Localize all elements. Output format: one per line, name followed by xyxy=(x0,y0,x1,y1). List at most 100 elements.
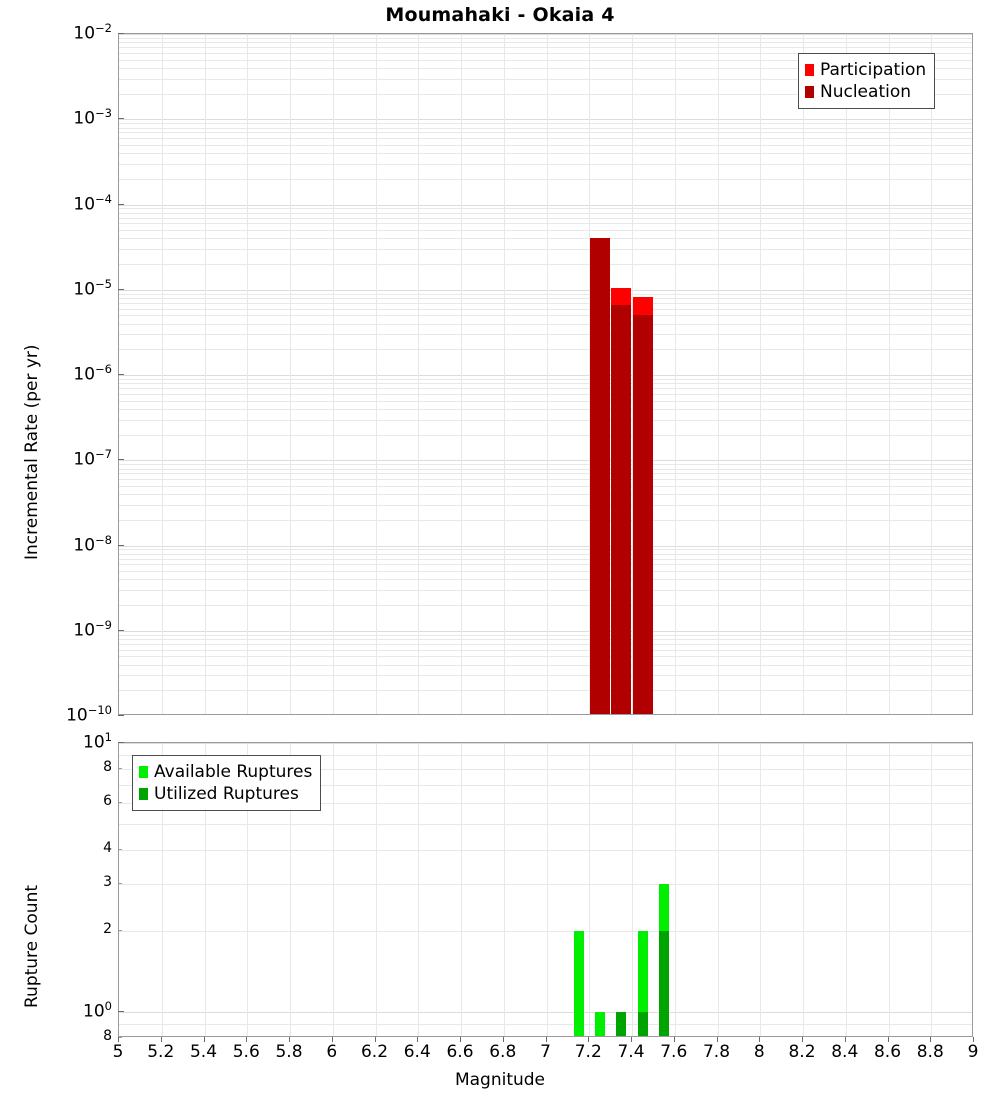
y-tick-mark xyxy=(118,801,122,803)
x-tick-label: 8.2 xyxy=(788,1042,816,1062)
legend-label: Utilized Ruptures xyxy=(154,783,299,804)
gridline-minor xyxy=(119,217,972,219)
gridline-minor xyxy=(119,264,972,266)
gridline-vertical xyxy=(247,34,249,714)
top-plot-gridlines xyxy=(119,34,972,714)
x-tick-label: 7.4 xyxy=(617,1042,645,1062)
gridline-vertical xyxy=(717,743,719,1036)
x-tick-mark xyxy=(588,1037,590,1042)
gridline-vertical xyxy=(375,743,377,1036)
y-tick-mark xyxy=(118,849,122,851)
gridline-minor xyxy=(119,308,972,310)
legend-label: Nucleation xyxy=(820,81,912,102)
gridline-major xyxy=(119,34,972,35)
gridline-minor xyxy=(119,230,972,232)
x-tick-label: 8.4 xyxy=(831,1042,859,1062)
legend-swatch-icon xyxy=(139,766,148,778)
x-tick-mark xyxy=(716,1037,718,1042)
gridline-minor xyxy=(119,802,972,804)
gridline-vertical xyxy=(717,34,719,714)
gridline-minor xyxy=(119,784,972,786)
gridline-minor xyxy=(119,208,972,210)
gridline-vertical xyxy=(290,34,291,714)
x-tick-mark xyxy=(545,1037,547,1042)
gridline-minor xyxy=(119,571,972,573)
x-tick-label: 6.6 xyxy=(446,1042,474,1062)
x-tick-mark xyxy=(973,1037,974,1042)
x-tick-mark xyxy=(844,1037,846,1042)
x-tick-mark xyxy=(502,1037,504,1042)
x-tick-mark xyxy=(802,1037,803,1042)
gridline-minor xyxy=(119,293,972,295)
gridline-major xyxy=(119,119,972,121)
top-plot-y-tick-label: 10−7 xyxy=(73,447,112,470)
y-tick-mark xyxy=(118,742,124,743)
x-tick-label: 7.8 xyxy=(702,1042,731,1062)
gridline-minor xyxy=(119,643,972,645)
x-tick-label: 5.2 xyxy=(147,1042,175,1062)
gridline-minor xyxy=(119,42,972,44)
gridline-minor xyxy=(119,238,972,240)
top-plot-y-tick-label: 10−10 xyxy=(66,703,112,726)
gridline-vertical xyxy=(888,34,890,714)
gridline-minor xyxy=(119,769,972,771)
gridline-minor xyxy=(119,393,972,395)
gridline-vertical xyxy=(589,34,591,714)
x-tick-label: 5.6 xyxy=(232,1042,260,1062)
bottom-plot-y-axis-label: Rupture Count xyxy=(22,884,42,1008)
y-tick-mark xyxy=(118,33,124,34)
x-tick-mark xyxy=(460,1037,461,1042)
gridline-minor xyxy=(119,930,972,932)
x-tick-label: 6.8 xyxy=(489,1042,517,1062)
gridline-minor xyxy=(119,59,972,61)
gridline-vertical xyxy=(845,743,847,1036)
x-tick-label: 5.8 xyxy=(275,1042,303,1062)
gridline-minor xyxy=(119,1024,972,1026)
y-tick-mark xyxy=(118,629,124,631)
nucleation-bar xyxy=(632,315,653,714)
gridline-vertical xyxy=(931,743,933,1036)
gridline-vertical xyxy=(418,743,420,1036)
y-tick-mark xyxy=(118,374,124,375)
gridline-minor xyxy=(119,549,972,551)
y-tick-mark xyxy=(118,768,122,770)
gridline-vertical xyxy=(931,34,933,714)
bottom-plot-legend: Available Ruptures Utilized Ruptures xyxy=(132,755,322,811)
x-tick-mark xyxy=(930,1037,932,1042)
gridline-minor xyxy=(119,553,972,555)
x-tick-label: 9 xyxy=(967,1042,979,1062)
nucleation-bar xyxy=(589,238,610,714)
gridline-minor xyxy=(119,138,972,140)
top-plot-y-tick-label: 10−4 xyxy=(73,191,112,215)
gridline-minor xyxy=(119,464,972,466)
bottom-plot-y-tick-label: 3 xyxy=(103,873,112,890)
gridline-major xyxy=(119,460,972,462)
bottom-plot-y-tick-label: 2 xyxy=(103,920,112,937)
x-tick-mark xyxy=(759,1037,761,1042)
gridline-major xyxy=(119,289,972,291)
gridline-vertical xyxy=(290,743,291,1036)
gridline-minor xyxy=(119,675,972,677)
available-ruptures-bar xyxy=(573,930,584,1036)
gridline-minor xyxy=(119,564,972,566)
x-tick-label: 7 xyxy=(540,1042,551,1062)
gridline-minor xyxy=(119,298,972,299)
gridline-minor xyxy=(119,519,972,521)
gridline-minor xyxy=(119,127,972,129)
x-tick-label: 5.4 xyxy=(189,1042,218,1062)
y-tick-mark xyxy=(118,544,124,546)
gridline-vertical xyxy=(503,34,505,714)
bottom-plot-y-tick-label: 100 xyxy=(83,998,112,1022)
gridline-minor xyxy=(119,634,972,636)
available-ruptures-bar xyxy=(594,1011,605,1036)
gridline-minor xyxy=(119,302,972,304)
gridline-minor xyxy=(119,883,972,885)
gridline-minor xyxy=(119,639,972,640)
gridline-vertical xyxy=(461,34,462,714)
legend-swatch-icon xyxy=(805,64,814,76)
top-plot-y-tick-label: 10−9 xyxy=(73,617,112,641)
gridline-minor xyxy=(119,47,972,49)
gridline-vertical xyxy=(503,743,505,1036)
gridline-minor xyxy=(119,468,972,470)
gridline-vertical xyxy=(461,743,462,1036)
